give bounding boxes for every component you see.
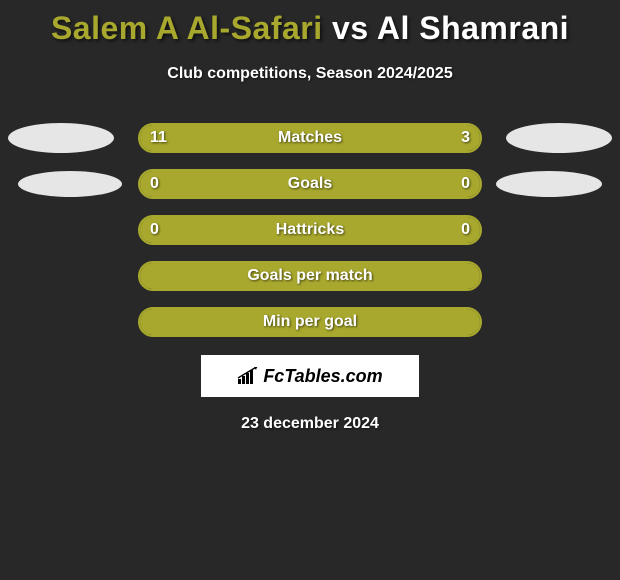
stat-value-right: 0 [461, 169, 470, 199]
player1-avatar [8, 123, 114, 153]
player1-avatar [18, 171, 122, 197]
brand-text: FcTables.com [263, 366, 382, 387]
bar-chart-icon [237, 367, 259, 385]
stat-row: Min per goal [0, 307, 620, 337]
stat-value-left: 11 [150, 123, 167, 153]
player2-avatar [496, 171, 602, 197]
brand-box: FcTables.com [201, 355, 419, 397]
stat-value-left: 0 [150, 169, 159, 199]
stat-label: Goals [140, 171, 480, 197]
stat-rows: Matches113Goals00Hattricks00Goals per ma… [0, 123, 620, 337]
stat-row: Hattricks0 0 [0, 215, 620, 245]
stat-label: Matches [140, 125, 480, 151]
stat-value-left: 0 [150, 215, 159, 245]
stat-bar: Goals per match [138, 261, 482, 291]
stat-bar: Goals [138, 169, 482, 199]
stat-bar: Matches [138, 123, 482, 153]
player2-avatar [506, 123, 612, 153]
player2-name: Al Shamrani [377, 10, 569, 46]
stat-value-right: 0 [461, 215, 470, 245]
stat-bar: Hattricks [138, 215, 482, 245]
stat-row: Goals per match [0, 261, 620, 291]
vs-text: vs [332, 10, 369, 46]
stat-row: Goals0 0 [0, 169, 620, 199]
player1-name: Salem A Al-Safari [51, 10, 323, 46]
stat-label: Hattricks [140, 217, 480, 243]
stat-bar: Min per goal [138, 307, 482, 337]
subtitle: Club competitions, Season 2024/2025 [0, 65, 620, 83]
stat-label: Goals per match [140, 263, 480, 289]
date-text: 23 december 2024 [0, 415, 620, 433]
stat-row: Matches11 3 [0, 123, 620, 153]
stat-label: Min per goal [140, 309, 480, 335]
comparison-title: Salem A Al-Safari vs Al Shamrani [0, 0, 620, 47]
stat-value-right: 3 [461, 123, 470, 153]
